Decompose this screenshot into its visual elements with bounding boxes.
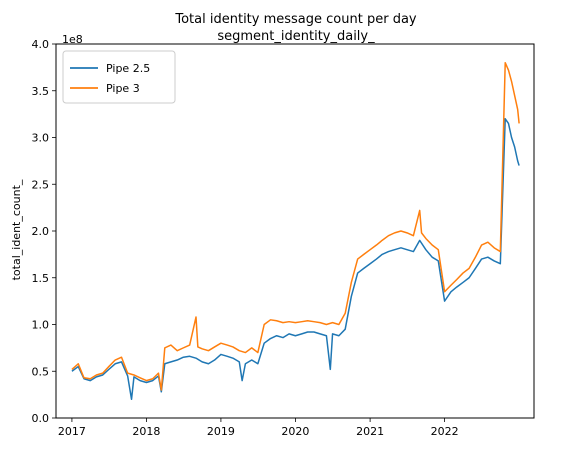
y-tick-label: 3.5 xyxy=(32,85,50,98)
x-tick-label: 2022 xyxy=(431,425,459,438)
legend-label-pipe-3: Pipe 3 xyxy=(106,82,140,95)
x-tick-label: 2021 xyxy=(356,425,384,438)
x-tick-label: 2019 xyxy=(207,425,235,438)
y-tick-label: 3.0 xyxy=(32,132,50,145)
y-tick-label: 0.0 xyxy=(32,412,50,425)
x-tick-label: 2020 xyxy=(281,425,309,438)
y-tick-label: 4.0 xyxy=(32,38,50,51)
x-tick-label: 2017 xyxy=(58,425,86,438)
x-tick-label: 2018 xyxy=(132,425,160,438)
chart-subtitle: segment_identity_daily_ xyxy=(217,29,375,44)
y-tick-label: 2.0 xyxy=(32,225,50,238)
legend: Pipe 2.5 Pipe 3 xyxy=(63,51,175,103)
legend-box xyxy=(63,51,175,103)
legend-label-pipe-2-5: Pipe 2.5 xyxy=(106,62,150,75)
y-tick-label: 2.5 xyxy=(32,178,50,191)
series-line-pipe-3 xyxy=(72,63,519,390)
y-tick-label: 0.5 xyxy=(32,365,50,378)
y-axis-label: total_ident_count_ xyxy=(10,179,23,280)
series-layer xyxy=(72,63,519,400)
x-axis: 2017 2018 2019 2020 2021 2022 xyxy=(58,418,459,438)
y-tick-label: 1.5 xyxy=(32,272,50,285)
series-line-pipe-2-5 xyxy=(72,119,519,400)
y-axis: 0.0 0.5 1.0 1.5 2.0 2.5 3.0 3.5 4.0 xyxy=(32,38,57,425)
y-tick-label: 1.0 xyxy=(32,319,50,332)
chart-title: Total identity message count per day xyxy=(174,12,417,27)
